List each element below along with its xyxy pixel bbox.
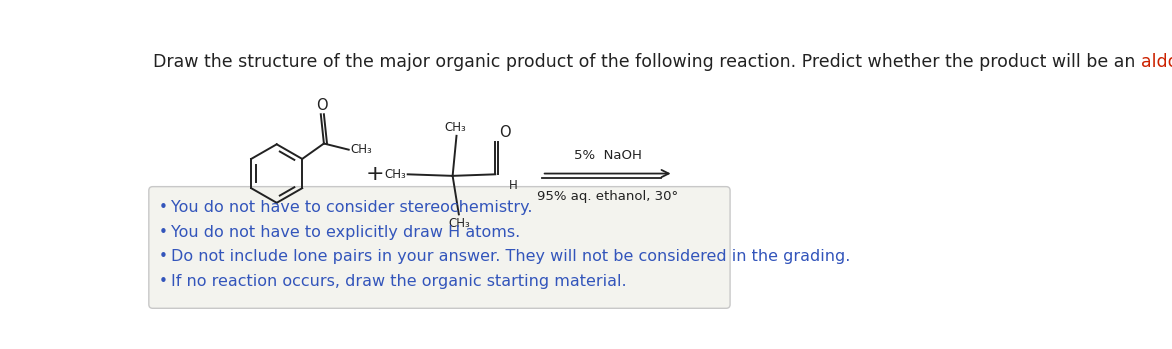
Text: Do not include lone pairs in your answer. They will not be considered in the gra: Do not include lone pairs in your answer…	[171, 249, 851, 264]
Text: +: +	[366, 164, 384, 184]
Text: CH₃: CH₃	[384, 168, 407, 181]
Text: aldol: aldol	[1140, 53, 1172, 70]
Text: If no reaction occurs, draw the organic starting material.: If no reaction occurs, draw the organic …	[171, 274, 627, 289]
Text: CH₃: CH₃	[444, 120, 465, 134]
Text: 95% aq. ethanol, 30°: 95% aq. ethanol, 30°	[537, 190, 679, 203]
Text: Draw the structure of the major organic product of the following reaction. Predi: Draw the structure of the major organic …	[152, 53, 1140, 70]
Text: O: O	[316, 98, 328, 113]
Text: You do not have to consider stereochemistry.: You do not have to consider stereochemis…	[171, 200, 533, 215]
Text: CH₃: CH₃	[448, 217, 470, 230]
Text: •: •	[159, 274, 168, 289]
Text: •: •	[159, 200, 168, 215]
Text: 5%  NaOH: 5% NaOH	[573, 149, 641, 162]
Text: •: •	[159, 224, 168, 239]
Text: H: H	[509, 179, 518, 192]
Text: O: O	[499, 125, 511, 140]
FancyBboxPatch shape	[149, 187, 730, 308]
Text: •: •	[159, 249, 168, 264]
Text: You do not have to explicitly draw H atoms.: You do not have to explicitly draw H ato…	[171, 224, 520, 239]
Text: CH₃: CH₃	[350, 143, 372, 156]
